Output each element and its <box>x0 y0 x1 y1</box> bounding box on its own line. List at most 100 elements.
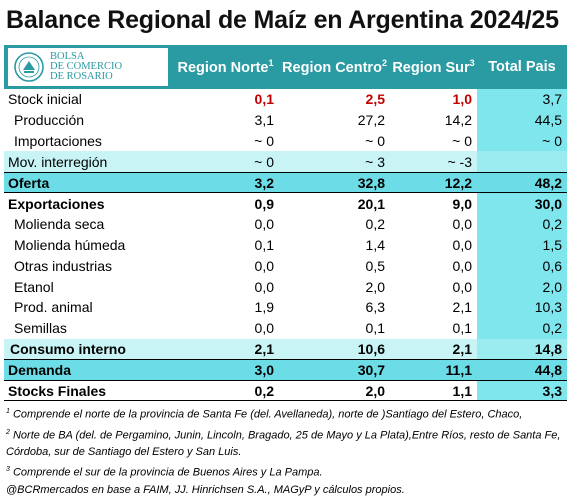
row-label: Prod. animal <box>14 299 93 316</box>
cell-centro: ~ 3 <box>279 151 390 173</box>
table-row-demanda: Demanda 3,0 30,7 11,1 44,8 <box>4 358 567 381</box>
cell-total: ~ 0 <box>477 130 567 152</box>
source-note: @BCRmercados en base a FAIM, JJ. Hinrich… <box>6 483 405 496</box>
cell-norte: 0,0 <box>254 257 274 274</box>
table-row-molienda-seca: Molienda seca 0,0 0,2 0,0 0,2 <box>4 213 567 235</box>
cell-sur: 0,0 <box>452 216 472 233</box>
logo-line2: DE COMERCIO <box>50 61 123 72</box>
cell-norte: 0,9 <box>254 195 274 212</box>
cell-centro: 6,3 <box>365 299 385 316</box>
cell-total: 44,8 <box>477 358 567 381</box>
cell-sur: 9,0 <box>452 195 472 212</box>
cell-norte: 0,0 <box>254 320 274 337</box>
row-label: Stocks Finales <box>4 380 172 402</box>
row-label: Semillas <box>14 320 67 337</box>
table-row-prod-animal: Prod. animal 1,9 6,3 2,1 10,3 <box>4 296 567 318</box>
row-label: Demanda <box>4 358 172 381</box>
table-row-mov-interregion: Mov. interregión ~ 0 ~ 3 ~ -3 <box>4 151 567 173</box>
table-row-importaciones: Importaciones ~ 0 ~ 0 ~ 0 ~ 0 <box>4 130 567 152</box>
cell-centro: 2,0 <box>365 278 385 295</box>
cell-sur: 12,2 <box>390 171 477 194</box>
cell-total: 0,2 <box>477 213 567 235</box>
cell-sur: 0,0 <box>452 257 472 274</box>
footnote-2: 2 Norte de BA (del. de Pergamino, Junin,… <box>6 428 561 442</box>
header-region-sur: Region Sur3 <box>390 45 477 89</box>
balance-table: BOLSA DE COMERCIO DE ROSARIO Region Nort… <box>4 45 567 402</box>
cell-total: 44,5 <box>477 109 567 131</box>
cell-sur: 2,1 <box>390 338 477 360</box>
cell-centro: 32,8 <box>279 171 390 194</box>
footnotes: 1 Comprende el norte de la provincia de … <box>6 403 566 499</box>
cell-total: 0,6 <box>477 255 567 277</box>
row-label: Mov. interregión <box>4 151 172 173</box>
cell-sur: 14,2 <box>444 112 472 129</box>
cell-norte: ~ 0 <box>172 151 279 173</box>
table-row-produccion: Producción 3,1 27,2 14,2 44,5 <box>4 109 567 131</box>
cell-norte: 0,1 <box>254 91 274 108</box>
logo-cell: BOLSA DE COMERCIO DE ROSARIO <box>4 45 172 89</box>
logo-line1: BOLSA <box>50 51 85 62</box>
cell-norte: 3,1 <box>254 112 274 129</box>
table-row-semillas: Semillas 0,0 0,1 0,1 0,2 <box>4 317 567 339</box>
cell-sur: 11,1 <box>390 358 477 381</box>
cell-norte: 3,0 <box>172 358 279 381</box>
row-label: Molienda seca <box>14 216 105 233</box>
header-region-centro: Region Centro2 <box>279 45 390 89</box>
cell-total: 3,3 <box>477 380 567 402</box>
table-row-stock-inicial: Stock inicial 0,1 2,5 1,0 3,7 <box>4 89 567 110</box>
bcr-seal-icon <box>14 52 44 82</box>
header-row: BOLSA DE COMERCIO DE ROSARIO Region Nort… <box>4 45 567 89</box>
header-region-norte: Region Norte1 <box>172 45 279 89</box>
cell-total: 3,7 <box>477 89 567 110</box>
cell-norte: 0,2 <box>172 380 279 402</box>
cell-sur: 1,0 <box>452 91 472 108</box>
cell-norte: 3,2 <box>172 171 279 194</box>
row-label: Importaciones <box>14 132 102 149</box>
cell-centro: 27,2 <box>357 112 385 129</box>
footnote-3: 3 Comprende el sur de la provincia de Bu… <box>6 466 323 479</box>
cell-sur: 0,0 <box>452 236 472 253</box>
footnote-2-cont: Córdoba, sur de Santiago del Estero y Sa… <box>6 446 242 459</box>
cell-centro: 2,5 <box>365 91 385 108</box>
cell-sur: 0,1 <box>452 320 472 337</box>
cell-total: 2,0 <box>477 276 567 297</box>
cell-sur: 2,1 <box>452 299 472 316</box>
logo-line3: DE ROSARIO <box>50 71 113 82</box>
header-total-pais: Total Pais <box>477 45 567 89</box>
row-label: Consumo interno <box>4 338 172 360</box>
cell-sur: ~ -3 <box>390 151 477 173</box>
table-row-consumo-interno: Consumo interno 2,1 10,6 2,1 14,8 <box>4 338 567 360</box>
cell-centro: 0,5 <box>365 257 385 274</box>
row-label: Otras industrias <box>14 257 113 274</box>
cell-centro: 10,6 <box>279 338 390 360</box>
cell-centro: 2,0 <box>279 380 390 402</box>
cell-total: 1,5 <box>477 234 567 256</box>
table-row-etanol: Etanol 0,0 2,0 0,0 2,0 <box>4 276 567 297</box>
footnote-1: 1 Comprende el norte de la provincia de … <box>6 408 523 421</box>
cell-norte: 1,9 <box>254 299 274 316</box>
table-row-oferta: Oferta 3,2 32,8 12,2 48,2 <box>4 171 567 194</box>
cell-total: 30,0 <box>477 192 567 214</box>
table-row-molienda-humeda: Molienda húmeda 0,1 1,4 0,0 1,5 <box>4 234 567 256</box>
cell-total: 14,8 <box>477 338 567 360</box>
cell-norte: 0,0 <box>254 278 274 295</box>
logo-text: BOLSA DE COMERCIO DE ROSARIO <box>50 51 123 82</box>
row-label: Stock inicial <box>8 91 82 108</box>
page-title: Balance Regional de Maíz en Argentina 20… <box>6 6 559 34</box>
bcr-logo: BOLSA DE COMERCIO DE ROSARIO <box>8 48 168 86</box>
row-label: Producción <box>14 112 85 129</box>
table-row-stocks-finales: Stocks Finales 0,2 2,0 1,1 3,3 <box>4 380 567 402</box>
cell-total: 48,2 <box>477 171 567 194</box>
cell-centro: 0,2 <box>365 216 385 233</box>
row-label: Molienda húmeda <box>14 236 126 253</box>
cell-norte: 2,1 <box>172 338 279 360</box>
cell-norte: ~ 0 <box>254 132 274 149</box>
cell-total: 10,3 <box>477 296 567 318</box>
cell-centro: ~ 0 <box>365 132 385 149</box>
cell-sur: 0,0 <box>452 278 472 295</box>
cell-total: 0,2 <box>477 317 567 339</box>
cell-total <box>477 151 567 173</box>
cell-norte: 0,0 <box>254 216 274 233</box>
cell-norte: 0,1 <box>254 236 274 253</box>
row-label: Exportaciones <box>8 195 105 212</box>
